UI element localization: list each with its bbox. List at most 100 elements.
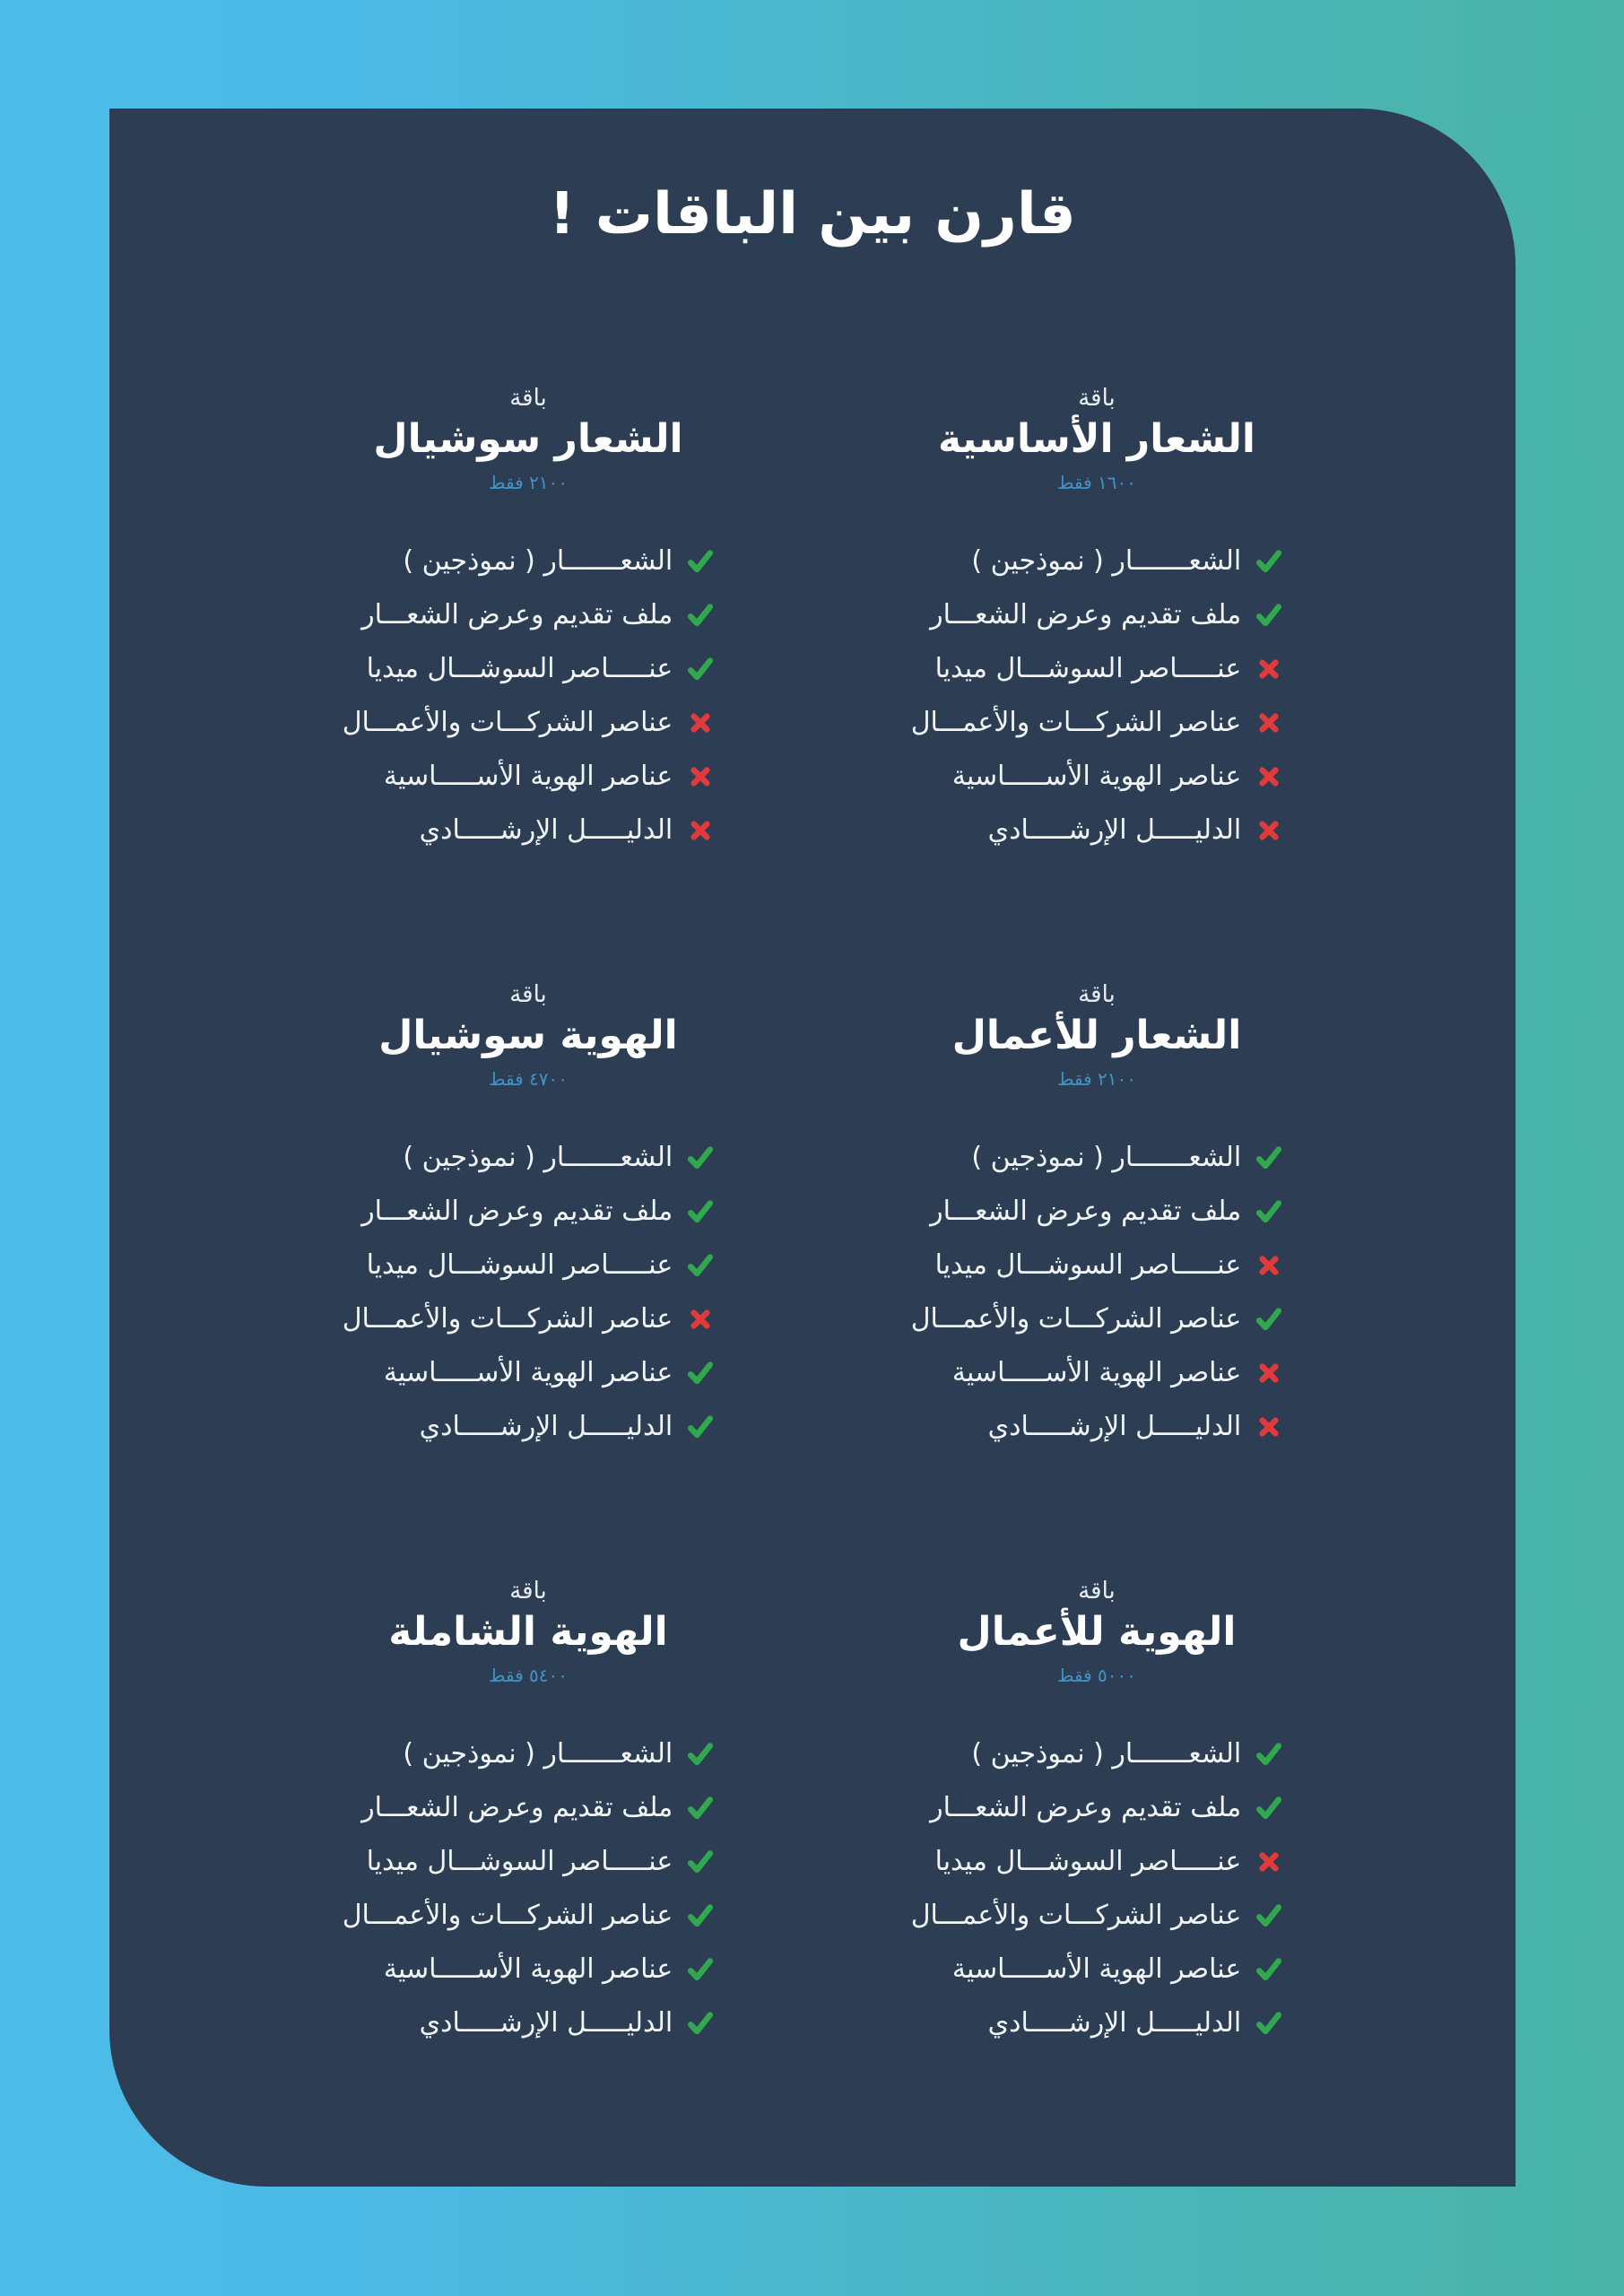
feature-row: الدليـــــل الإرشـــــادي — [420, 1409, 715, 1445]
check-icon — [687, 656, 714, 683]
feature-row: الدليـــــل الإرشـــــادي — [420, 2005, 715, 2041]
package-card: باقة الهوية الشاملة ٥٤٠٠ فقط الشعـــــــ… — [244, 1577, 812, 2173]
feature-label: ملف تقديم وعرض الشعـــار — [930, 1196, 1242, 1228]
feature-label: الشعـــــــار ( نموذجين ) — [971, 545, 1242, 578]
feature-row: عناصر الشركـــات والأعمـــال — [343, 1301, 715, 1337]
package-card: باقة الهوية سوشيال ٤٧٠٠ فقط الشعـــــــا… — [244, 980, 812, 1577]
package-price: ٢١٠٠ فقط — [1057, 1068, 1136, 1091]
feature-label: عنـــــاصر السوشـــال ميديا — [934, 1846, 1242, 1878]
feature-row: ملف تقديم وعرض الشعـــار — [930, 597, 1282, 633]
feature-label: عنـــــاصر السوشـــال ميديا — [366, 1846, 673, 1878]
feature-row: ملف تقديم وعرض الشعـــار — [361, 1194, 714, 1230]
feature-row: الشعـــــــار ( نموذجين ) — [403, 1140, 714, 1176]
feature-row: عناصر الشركـــات والأعمـــال — [911, 1301, 1283, 1337]
feature-row: عنـــــاصر السوشـــال ميديا — [367, 1248, 715, 1283]
package-category-label: باقة — [1078, 980, 1116, 1008]
package-category-label: باقة — [509, 384, 547, 412]
check-icon — [1255, 548, 1282, 575]
feature-row: عناصر الهوية الأســـــاسية — [384, 759, 714, 795]
check-icon — [687, 1795, 714, 1822]
cross-icon — [1255, 656, 1282, 683]
check-icon — [687, 1413, 714, 1440]
feature-label: الدليـــــل الإرشـــــادي — [419, 1411, 673, 1443]
feature-label: ملف تقديم وعرض الشعـــار — [361, 599, 673, 631]
cross-icon — [1255, 1252, 1282, 1279]
feature-label: عنـــــاصر السوشـــال ميديا — [366, 653, 673, 685]
feature-label: عناصر الهوية الأســـــاسية — [951, 1953, 1242, 1986]
check-icon — [687, 1956, 714, 1983]
cross-icon — [687, 817, 714, 844]
package-category-label: باقة — [509, 1577, 547, 1605]
feature-row: عناصر الشركـــات والأعمـــال — [343, 1898, 715, 1934]
package-category-label: باقة — [1078, 1577, 1116, 1605]
cross-icon — [687, 763, 714, 790]
feature-row: عناصر الهوية الأســـــاسية — [952, 759, 1282, 795]
feature-row: عنـــــاصر السوشـــال ميديا — [935, 1248, 1283, 1283]
feature-row: الدليـــــل الإرشـــــادي — [420, 813, 715, 848]
check-icon — [1255, 2010, 1282, 2037]
feature-row: ملف تقديم وعرض الشعـــار — [930, 1790, 1282, 1826]
feature-row: ملف تقديم وعرض الشعـــار — [361, 1790, 714, 1826]
feature-row: عنـــــاصر السوشـــال ميديا — [367, 651, 715, 687]
feature-label: الشعـــــــار ( نموذجين ) — [403, 1142, 673, 1174]
check-icon — [687, 548, 714, 575]
package-card: باقة الهوية للأعمال ٥٠٠٠ فقط الشعـــــــ… — [812, 1577, 1381, 2173]
feature-row: الشعـــــــار ( نموذجين ) — [971, 1140, 1282, 1176]
cross-icon — [687, 709, 714, 736]
feature-row: عناصر الشركـــات والأعمـــال — [911, 705, 1283, 741]
package-price: ٤٧٠٠ فقط — [489, 1068, 568, 1091]
check-icon — [687, 1848, 714, 1875]
check-icon — [1255, 1741, 1282, 1768]
feature-row: عناصر الشركـــات والأعمـــال — [911, 1898, 1283, 1934]
check-icon — [1255, 1795, 1282, 1822]
cross-icon — [1255, 1848, 1282, 1875]
package-name: الشعار للأعمال — [951, 1012, 1242, 1058]
feature-label: عناصر الشركـــات والأعمـــال — [910, 1900, 1242, 1932]
feature-label: الدليـــــل الإرشـــــادي — [419, 814, 673, 847]
feature-row: عناصر الهوية الأســـــاسية — [952, 1952, 1282, 1987]
package-name: الهوية سوشيال — [378, 1012, 678, 1058]
check-icon — [687, 1741, 714, 1768]
check-icon — [1255, 1198, 1282, 1225]
feature-label: عناصر الهوية الأســـــاسية — [951, 761, 1242, 793]
feature-label: عنـــــاصر السوشـــال ميديا — [366, 1249, 673, 1282]
cross-icon — [1255, 817, 1282, 844]
feature-label: الدليـــــل الإرشـــــادي — [419, 2007, 673, 2039]
check-icon — [687, 1902, 714, 1929]
feature-label: عناصر الهوية الأســـــاسية — [383, 761, 673, 793]
feature-row: الدليـــــل الإرشـــــادي — [988, 1409, 1283, 1445]
check-icon — [1255, 602, 1282, 629]
feature-label: الدليـــــل الإرشـــــادي — [987, 1411, 1242, 1443]
feature-label: عناصر الهوية الأســـــاسية — [383, 1953, 673, 1986]
package-card: باقة الشعار للأعمال ٢١٠٠ فقط الشعـــــــ… — [812, 980, 1381, 1577]
package-price: ٢١٠٠ فقط — [489, 472, 568, 494]
package-name: الشعار سوشيال — [373, 415, 683, 462]
comparison-card: قارن بين الباقات ! باقة الشعار الأساسية … — [109, 109, 1515, 2187]
cross-icon — [687, 1306, 714, 1333]
feature-list: الشعـــــــار ( نموذجين ) ملف تقديم وعرض… — [911, 1140, 1283, 1445]
feature-label: ملف تقديم وعرض الشعـــار — [930, 599, 1242, 631]
package-category-label: باقة — [1078, 384, 1116, 412]
cross-icon — [1255, 709, 1282, 736]
check-icon — [687, 1252, 714, 1279]
feature-row: عنـــــاصر السوشـــال ميديا — [935, 651, 1283, 687]
feature-row: الشعـــــــار ( نموذجين ) — [403, 1736, 714, 1772]
package-price: ٥٤٠٠ فقط — [489, 1665, 568, 1687]
feature-row: الدليـــــل الإرشـــــادي — [988, 2005, 1283, 2041]
feature-label: ملف تقديم وعرض الشعـــار — [361, 1792, 673, 1824]
feature-row: الشعـــــــار ( نموذجين ) — [971, 1736, 1282, 1772]
package-category-label: باقة — [509, 980, 547, 1008]
feature-row: عناصر الهوية الأســـــاسية — [952, 1355, 1282, 1391]
feature-label: الشعـــــــار ( نموذجين ) — [403, 1738, 673, 1770]
package-card: باقة الشعار الأساسية ١٦٠٠ فقط الشعــــــ… — [812, 384, 1381, 980]
feature-label: عنـــــاصر السوشـــال ميديا — [934, 1249, 1242, 1282]
feature-label: عنـــــاصر السوشـــال ميديا — [934, 653, 1242, 685]
feature-list: الشعـــــــار ( نموذجين ) ملف تقديم وعرض… — [343, 1736, 715, 2041]
check-icon — [1255, 1144, 1282, 1171]
feature-label: الشعـــــــار ( نموذجين ) — [403, 545, 673, 578]
package-name: الهوية الشاملة — [388, 1608, 668, 1655]
check-icon — [687, 1360, 714, 1387]
feature-label: الدليـــــل الإرشـــــادي — [987, 2007, 1242, 2039]
cross-icon — [1255, 763, 1282, 790]
